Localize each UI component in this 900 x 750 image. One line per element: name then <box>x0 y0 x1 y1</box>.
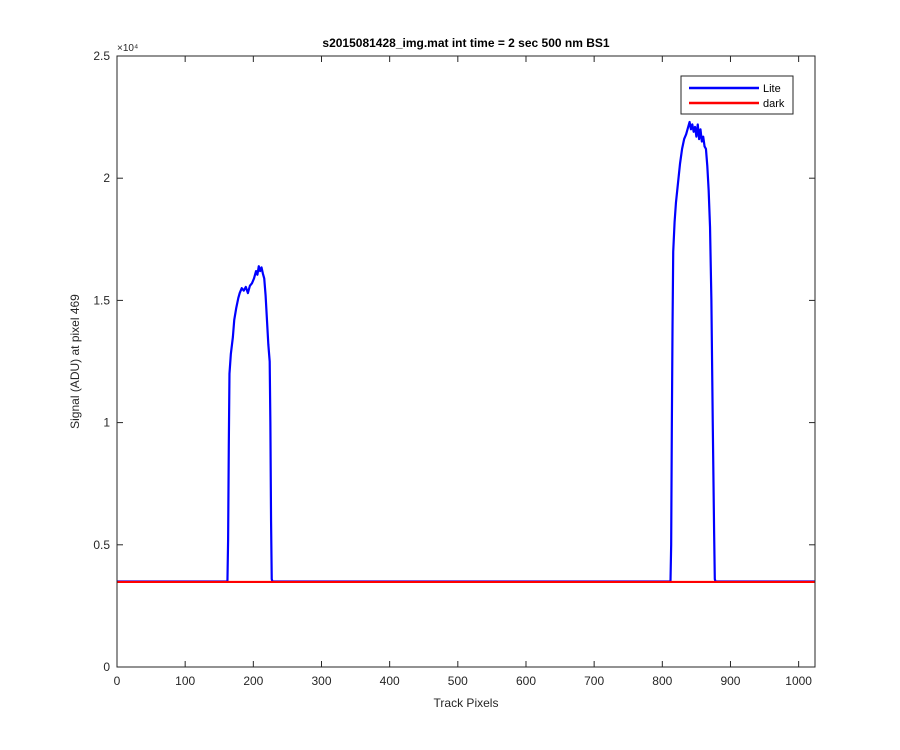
y-axis-label: Signal (ADU) at pixel 469 <box>68 294 82 429</box>
axes-layer <box>116 55 816 668</box>
legend-label-lite: Lite <box>763 83 781 95</box>
plot-background <box>117 56 815 667</box>
plot-area <box>117 56 815 667</box>
x-tick-label: 100 <box>175 674 195 688</box>
legend-box <box>680 75 794 115</box>
legend[interactable]: Lite dark <box>680 75 794 115</box>
x-tick-label: 0 <box>114 674 121 688</box>
axes-box <box>116 55 816 668</box>
y-tick-label: 1.5 <box>93 293 110 307</box>
y-tick-label: 0 <box>103 660 110 674</box>
x-tick-label: 1000 <box>785 674 812 688</box>
chart-title: s2015081428_img.mat int time = 2 sec 500… <box>322 36 609 50</box>
x-axis-label: Track Pixels <box>434 696 499 710</box>
series-layer <box>117 120 815 584</box>
y-tick-label: 1 <box>103 416 110 430</box>
x-tick-label: 400 <box>380 674 400 688</box>
x-tick-label: 700 <box>584 674 604 688</box>
y-tick-label: 0.5 <box>93 538 110 552</box>
y-axis-ticks: 0 0.5 1 1.5 2 2.5 <box>93 49 815 674</box>
x-tick-label: 500 <box>448 674 468 688</box>
x-tick-label: 300 <box>311 674 331 688</box>
y-tick-label: 2.5 <box>93 49 110 63</box>
y-axis-multiplier: ×10⁴ <box>117 43 138 54</box>
x-tick-label: 200 <box>243 674 263 688</box>
legend-label-dark: dark <box>763 98 785 110</box>
x-tick-label: 900 <box>720 674 740 688</box>
x-axis-ticks: 0 100 200 300 400 500 600 700 800 900 1000 <box>114 56 812 688</box>
series-line-lite <box>117 120 815 583</box>
x-tick-label: 800 <box>652 674 672 688</box>
x-tick-label: 600 <box>516 674 536 688</box>
y-tick-label: 2 <box>103 171 110 185</box>
